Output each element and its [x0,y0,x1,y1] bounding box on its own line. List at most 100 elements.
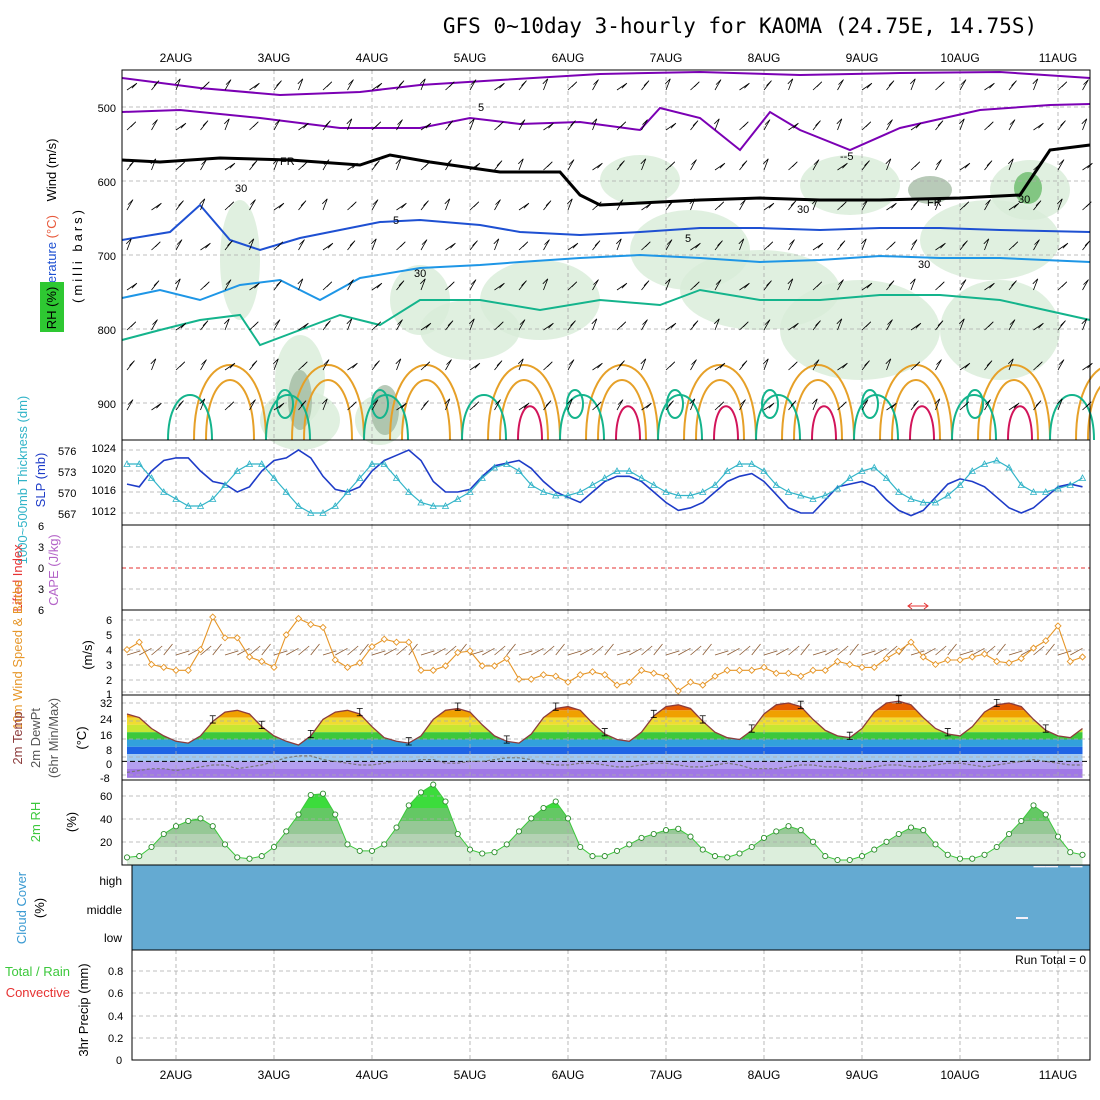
wind10m-marker [221,634,229,642]
wind-barb [567,398,573,411]
wind-barb [665,200,674,211]
wind-barb [494,399,501,411]
wind-barb [1082,279,1089,291]
wind10m-marker [809,666,817,674]
thickness-marker [723,467,731,474]
wind10m-marker [380,635,388,643]
chart-title: GFS 0~10day 3-hourly for KAOMA (24.75E, … [443,14,1037,38]
wind-barb [1033,200,1042,211]
wind-barb [739,399,746,411]
wind-barb [273,80,282,91]
wind-barb [150,358,157,371]
wind-barb [763,158,769,171]
wind-barb [739,360,748,371]
wind-barb [224,201,235,211]
rh2m-marker [1030,802,1037,809]
wind10m-barb [555,643,565,656]
wind-tick: 2 [106,675,112,687]
thickness-marker [980,460,989,467]
wind10m-marker [797,672,805,680]
date-label-4aug: 4AUG [356,51,389,65]
wind10m-marker [772,669,780,677]
rh2m-line [123,781,1086,864]
wind10m-barb [714,650,729,656]
wind-barb [322,159,330,171]
wind-barb [910,278,916,291]
wind-barb [297,78,304,91]
wind-barb [592,162,603,171]
ytick-900: 900 [98,399,116,411]
rh2m-marker [907,824,915,831]
rh2m-marker [956,855,964,862]
date-label-9aug: 9AUG [846,51,879,65]
thickness-marker [662,488,670,495]
temp-band [127,768,1083,778]
minmax-bar [846,731,853,740]
wind-barb [616,282,628,291]
wind-tick: 6 [106,615,112,627]
wind-barb [200,320,209,331]
cloud-level-high: high [99,874,122,888]
wind-barb [347,240,356,251]
wind-barb [469,362,481,371]
wind-barb [763,280,772,291]
wind-tick: 5 [106,630,112,642]
wind-barb [787,78,794,91]
wind-barb [543,322,554,331]
contour-label-rh30: 30 [1018,194,1030,206]
date-label-7aug: 7AUG [650,51,683,65]
rh2m-marker [148,843,155,851]
wind-barb [126,321,137,331]
wind10m-marker [270,663,278,671]
wind10m-marker [307,620,315,629]
rh2m-marker [381,841,388,848]
rh2m-marker [515,828,523,835]
minmax-bar [552,702,559,711]
wind-barb [322,81,333,91]
slp-thickness-lines [123,449,1087,517]
wind10m-marker [588,668,597,676]
wind-barb [616,160,625,171]
temp-tick: 0 [106,759,112,771]
wind10m-marker [172,666,180,674]
isotherm-15 [755,394,801,441]
wind-barb [690,281,700,291]
wind10m-marker [123,645,131,654]
wind-barb [371,82,383,91]
wind10m-marker [1042,637,1050,645]
rh2m-marker [724,854,731,861]
wind10m-marker [907,638,915,646]
wind10m-marker [331,656,339,664]
wind10m-barb [665,650,680,656]
thickness-marker [209,495,217,502]
rh2m-marker [785,823,792,830]
wind-barb [714,162,726,171]
wind-barb [959,279,967,291]
slp-line [126,449,1083,517]
thickness-marker [160,488,168,495]
thickness-marker [711,481,719,488]
wind10m-barb [910,650,925,656]
thickness-marker [380,460,388,467]
wind10m-marker [993,657,1001,666]
wind-barb [469,401,480,411]
rh2m-marker [601,853,608,860]
wind-barb [151,402,162,411]
wind-barb [224,401,235,411]
contour-labels: 5 --5 FR 5 5 FR 30 30 30 30 30 [235,102,1030,280]
wind10m-barb [1008,650,1023,656]
wind10m-barb [653,643,663,656]
wind-barb [273,241,284,251]
rh-legend-swatch [40,282,64,332]
cloud-level-middle: middle [87,903,123,917]
isotherm-15 [1049,394,1095,441]
rh2m-marker [491,849,498,856]
wind-barb [322,320,331,331]
rh-tick: 20 [100,837,112,849]
thickness-marker [1029,488,1038,495]
wind-barb [249,82,260,91]
wind10m-barb [739,645,751,656]
wind-barb [469,118,475,131]
wind-barb [249,321,259,331]
rh2m-marker [993,843,1000,851]
